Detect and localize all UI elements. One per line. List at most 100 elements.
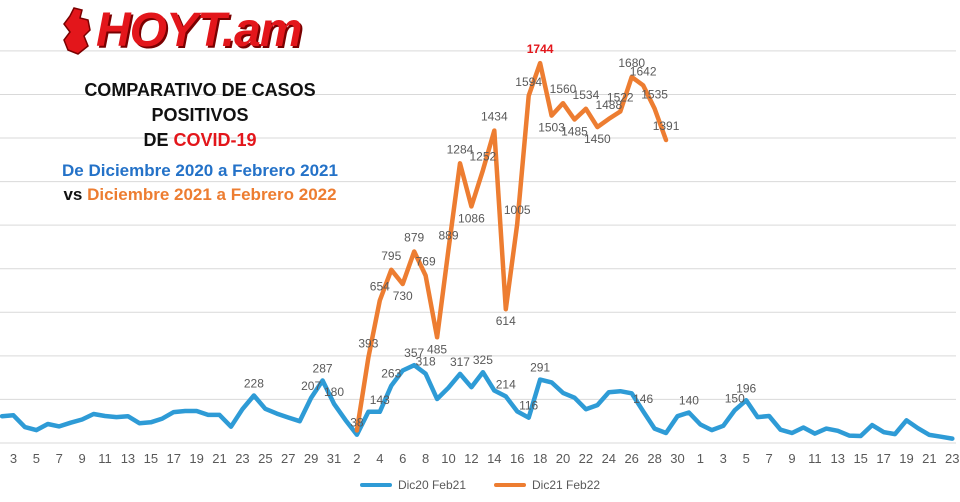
x-tick-label: 21 [212, 451, 226, 466]
data-label: 1252 [470, 149, 497, 163]
x-tick-label: 22 [579, 451, 593, 466]
legend-swatch-orange [494, 483, 526, 487]
logo-text: HOYT.am [96, 4, 302, 57]
data-label: 1594 [515, 75, 542, 89]
x-tick-label: 19 [189, 451, 203, 466]
peak-data-label: 1744 [527, 42, 554, 56]
data-label: 1284 [447, 142, 474, 156]
x-tick-label: 17 [876, 451, 890, 466]
x-tick-label: 13 [831, 451, 845, 466]
data-label: 1560 [550, 82, 577, 96]
data-label: 228 [244, 377, 264, 391]
logo-mark-icon [63, 7, 91, 55]
data-label: 146 [633, 392, 653, 406]
data-label: 1503 [538, 121, 565, 135]
data-label: 1642 [630, 64, 657, 78]
data-label: 180 [324, 385, 344, 399]
x-tick-label: 16 [510, 451, 524, 466]
title-line-2: POSITIVOS [151, 105, 249, 125]
x-tick-label: 6 [399, 451, 406, 466]
data-label: 291 [530, 361, 550, 375]
title-line-3-prefix: DE [143, 130, 174, 150]
data-label: 730 [393, 289, 413, 303]
data-label: 1391 [653, 119, 680, 133]
x-tick-label: 21 [922, 451, 936, 466]
x-tick-label: 25 [258, 451, 272, 466]
data-label: 1522 [607, 90, 634, 104]
data-label: 214 [496, 377, 516, 391]
x-tick-label: 4 [376, 451, 383, 466]
data-label: 1005 [504, 203, 531, 217]
data-label: 1535 [641, 88, 668, 102]
data-label: 325 [473, 353, 493, 367]
data-label: 317 [450, 355, 470, 369]
title-line-3: DE COVID-19 [20, 128, 380, 153]
x-tick-label: 15 [144, 451, 158, 466]
data-label: 150 [725, 391, 745, 405]
data-label: 614 [496, 314, 516, 328]
series-line-dic21-feb22 [354, 60, 669, 433]
subtitle-period-2021-highlight: Diciembre 2021 a Febrero 2022 [87, 185, 337, 204]
x-tick-label: 7 [56, 451, 63, 466]
data-label: 140 [679, 394, 699, 408]
legend-item-dic21: Dic21 Feb22 [494, 478, 600, 492]
x-tick-label: 9 [79, 451, 86, 466]
x-tick-label: 23 [945, 451, 959, 466]
data-label: 116 [519, 399, 538, 413]
data-label: 1488 [595, 98, 622, 112]
x-tick-label: 24 [602, 451, 616, 466]
x-tick-label: 23 [235, 451, 249, 466]
subtitle-period-2020: De Diciembre 2020 a Febrero 2021 [62, 161, 338, 180]
data-label: 207 [301, 379, 321, 393]
x-tick-label: 11 [98, 451, 112, 466]
data-label: 485 [427, 342, 447, 356]
data-label: 1450 [584, 132, 611, 146]
x-tick-label: 29 [304, 451, 318, 466]
x-tick-label: 12 [464, 451, 478, 466]
data-label: 1434 [481, 110, 508, 124]
data-label: 357 [404, 346, 424, 360]
title-line-1: COMPARATIVO DE CASOS [84, 80, 316, 100]
x-tick-label: 7 [765, 451, 772, 466]
subtitle-vs-prefix: vs [63, 185, 88, 204]
x-tick-label: 8 [422, 451, 429, 466]
x-tick-label: 13 [121, 451, 135, 466]
data-label: 1086 [458, 211, 485, 225]
x-tick-label: 14 [487, 451, 501, 466]
series-line-dic20-feb21 [0, 362, 955, 441]
x-tick-label: 3 [10, 451, 17, 466]
data-label: 318 [416, 355, 436, 369]
x-tick-label: 18 [533, 451, 547, 466]
x-tick-label: 2 [353, 451, 360, 466]
x-tick-label: 5 [743, 451, 750, 466]
title-covid-highlight: COVID-19 [173, 130, 257, 150]
data-label: 1485 [561, 125, 588, 139]
data-label: 393 [358, 336, 378, 350]
subtitle-period-2021: vs Diciembre 2021 a Febrero 2022 [20, 183, 380, 207]
x-tick-label: 5 [33, 451, 40, 466]
x-tick-label: 26 [624, 451, 638, 466]
data-label: 654 [370, 280, 390, 294]
data-label: 889 [438, 228, 458, 242]
legend-item-dic20: Dic20 Feb21 [359, 478, 466, 492]
x-tick-label: 17 [167, 451, 181, 466]
data-label: 287 [313, 361, 333, 375]
data-label: 196 [736, 381, 756, 395]
x-tick-label: 9 [788, 451, 795, 466]
hoyt-logo: HOYT.am [60, 4, 302, 57]
chart-legend: Dic20 Feb21 Dic21 Feb22 [0, 478, 960, 492]
x-tick-label: 19 [899, 451, 913, 466]
legend-label-dic20: Dic20 Feb21 [397, 478, 466, 492]
data-label: 1680 [618, 56, 645, 70]
x-tick-label: 31 [327, 451, 341, 466]
x-tick-label: 27 [281, 451, 295, 466]
data-label: 1534 [573, 88, 600, 102]
chart-title-block: COMPARATIVO DE CASOS POSITIVOS DE COVID-… [20, 78, 380, 207]
x-tick-label: 20 [556, 451, 570, 466]
legend-swatch-blue [359, 483, 392, 487]
x-tick-label: 3 [720, 451, 727, 466]
data-label: 769 [416, 254, 436, 268]
x-tick-label: 11 [808, 451, 822, 466]
data-label: 879 [404, 231, 424, 245]
